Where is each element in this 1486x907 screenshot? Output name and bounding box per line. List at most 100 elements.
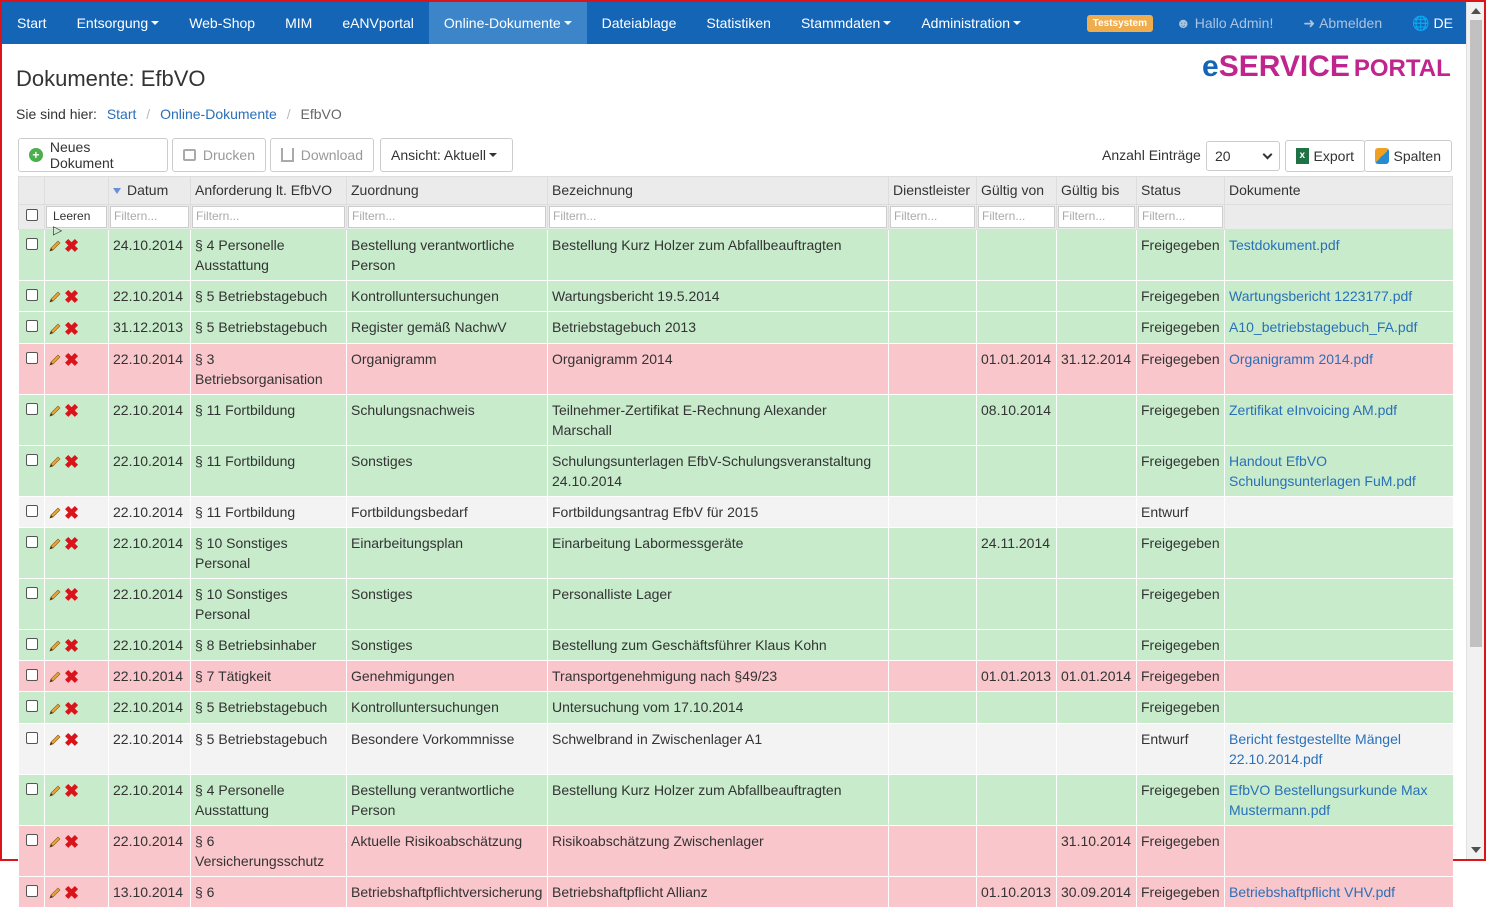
column-filter-input[interactable]: Filtern... (192, 206, 345, 228)
document-link[interactable]: Handout EfbVO Schulungsunterlagen FuM.pd… (1229, 452, 1416, 489)
delete-x-icon[interactable]: ✖ (64, 832, 80, 853)
column-filter-input[interactable]: Filtern... (1058, 206, 1135, 228)
table-row[interactable]: ✖ 22.10.2014 § 5 Betriebstagebuch Kontrollu… (18, 691, 1453, 724)
row-checkbox[interactable] (25, 700, 38, 713)
edit-pencil-icon[interactable] (49, 671, 61, 683)
table-row[interactable]: ✖ 22.10.2014 § 5 Betriebstagebuch Besondere… (18, 722, 1453, 775)
breadcrumb-online-dokumente-link[interactable]: Online-Dokumente (160, 106, 277, 122)
row-checkbox[interactable] (25, 320, 38, 333)
delete-x-icon[interactable]: ✖ (64, 667, 80, 688)
row-checkbox[interactable] (25, 289, 38, 301)
document-link[interactable]: Zertifikat eInvoicing AM.pdf (1229, 401, 1398, 418)
column-header[interactable]: Anforderung lt. EfbVO (190, 176, 347, 205)
row-checkbox[interactable] (25, 238, 38, 250)
row-checkbox[interactable] (25, 782, 38, 795)
document-link[interactable]: Wartungsbericht 1223177.pdf (1229, 288, 1413, 304)
table-row[interactable]: ✖ 22.10.2014 § 11 Fortbildung Schulungsnach… (18, 393, 1453, 446)
table-row[interactable]: ✖ 22.10.2014 § 10 Sonstiges Personal Sonsti… (18, 577, 1453, 630)
print-button[interactable]: Drucken (172, 138, 266, 172)
delete-x-icon[interactable]: ✖ (64, 287, 80, 308)
scroll-thumb[interactable] (1470, 20, 1482, 647)
select-all-checkbox[interactable] (25, 209, 38, 221)
table-row[interactable]: ✖ 24.10.2014 § 4 Personelle Ausstattung Bes… (18, 229, 1453, 281)
table-row[interactable]: ✖ 31.12.2013 § 5 Betriebstagebuch Register … (18, 311, 1453, 344)
table-row[interactable]: ✖ 22.10.2014 § 8 Betriebsinhaber Sonstiges B… (18, 628, 1453, 661)
user-greeting[interactable]: ☻ Hallo Admin! (1176, 15, 1274, 31)
column-header[interactable]: Bezeichnung (547, 176, 889, 205)
delete-x-icon[interactable]: ✖ (64, 502, 80, 523)
view-dropdown-button[interactable]: Ansicht: Aktuell (380, 138, 513, 172)
delete-x-icon[interactable]: ✖ (64, 349, 80, 370)
column-header[interactable]: Dokumente (1224, 176, 1453, 205)
document-link[interactable]: Organigramm 2014.pdf (1229, 350, 1373, 367)
row-checkbox[interactable] (25, 402, 38, 415)
edit-pencil-icon[interactable] (49, 354, 61, 366)
nav-item-web-shop[interactable]: Web-Shop (189, 15, 256, 31)
edit-pencil-icon[interactable] (49, 507, 61, 519)
delete-x-icon[interactable]: ✖ (64, 451, 80, 472)
edit-pencil-icon[interactable] (49, 405, 61, 417)
edit-pencil-icon[interactable] (49, 640, 61, 652)
table-row[interactable]: ✖ 13.10.2014 § 6 Betriebshaftpflichtversich… (18, 875, 1453, 907)
document-link[interactable]: Bericht festgestellte Mängel 22.10.2014.… (1229, 730, 1401, 767)
nav-item-online-dokumente[interactable]: Online-Dokumente (428, 2, 587, 44)
table-row[interactable]: ✖ 22.10.2014 § 11 Fortbildung Sonstiges Schu… (18, 444, 1453, 497)
nav-item-stammdaten[interactable]: Stammdaten (786, 2, 906, 44)
column-filter-input[interactable]: Filtern... (110, 206, 189, 228)
column-header[interactable]: Gültig von (976, 176, 1057, 205)
row-checkbox[interactable] (25, 535, 38, 548)
table-row[interactable]: ✖ 22.10.2014 § 5 Betriebstagebuch Kontrollu… (18, 279, 1453, 312)
delete-x-icon[interactable]: ✖ (64, 781, 80, 802)
document-link[interactable]: Testdokument.pdf (1229, 237, 1340, 253)
breadcrumb-start-link[interactable]: Start (106, 106, 137, 122)
row-checkbox[interactable] (25, 504, 38, 517)
new-document-button[interactable]: + Neues Dokument (18, 138, 168, 172)
delete-x-icon[interactable]: ✖ (64, 636, 80, 657)
delete-x-icon[interactable]: ✖ (64, 883, 80, 904)
document-link[interactable]: A10_betriebstagebuch_FA.pdf (1229, 319, 1418, 336)
nav-item-mim[interactable]: MIM (285, 15, 313, 31)
nav-item-administration[interactable]: Administration (906, 2, 1036, 44)
table-row[interactable]: ✖ 22.10.2014 § 7 Tätigkeit Genehmigungen Tra… (18, 660, 1453, 692)
edit-pencil-icon[interactable] (49, 785, 61, 797)
edit-pencil-icon[interactable] (49, 836, 61, 848)
export-button[interactable]: x Export (1285, 140, 1365, 172)
delete-x-icon[interactable]: ✖ (64, 534, 80, 555)
column-header[interactable]: Gültig bis (1056, 176, 1137, 205)
column-filter-input[interactable]: Filtern... (549, 206, 887, 228)
column-header[interactable]: Zuordnung (346, 176, 548, 205)
delete-x-icon[interactable]: ✖ (64, 236, 80, 257)
table-row[interactable]: ✖ 22.10.2014 § 4 Personelle Ausstattung Bes… (18, 773, 1453, 826)
row-checkbox[interactable] (25, 586, 38, 599)
language-selector[interactable]: 🌐 DE (1412, 14, 1453, 32)
scroll-up-arrow-icon[interactable] (1471, 8, 1481, 14)
download-button[interactable]: Download (270, 138, 374, 172)
nav-item-eanvportal[interactable]: eANVportal (342, 15, 414, 31)
column-header[interactable]: Dienstleister (888, 176, 977, 205)
delete-x-icon[interactable]: ✖ (64, 400, 80, 421)
table-row[interactable]: ✖ 22.10.2014 § 3 Betriebsorganisation Organ… (18, 342, 1453, 395)
table-row[interactable]: ✖ 22.10.2014 § 6 Versicherungsschutz Aktuel… (18, 824, 1453, 877)
nav-item-entsorgung[interactable]: Entsorgung (62, 2, 175, 44)
delete-x-icon[interactable]: ✖ (64, 730, 80, 751)
column-filter-input[interactable]: Filtern... (1138, 206, 1223, 228)
edit-pencil-icon[interactable] (49, 589, 61, 601)
column-header[interactable]: Status (1136, 176, 1225, 205)
columns-button[interactable]: Spalten (1364, 140, 1452, 172)
row-checkbox[interactable] (25, 453, 38, 466)
column-filter-input[interactable]: Filtern... (978, 206, 1055, 228)
edit-pencil-icon[interactable] (49, 323, 61, 335)
row-checkbox[interactable] (25, 637, 38, 650)
row-checkbox[interactable] (25, 351, 38, 364)
row-checkbox[interactable] (25, 884, 38, 897)
column-header[interactable]: Datum (108, 176, 191, 205)
edit-pencil-icon[interactable] (49, 734, 61, 746)
edit-pencil-icon[interactable] (49, 887, 61, 899)
vertical-scrollbar[interactable] (1466, 2, 1484, 859)
entries-count-select[interactable]: 20 (1206, 141, 1280, 171)
edit-pencil-icon[interactable] (49, 703, 61, 715)
nav-item-dateiablage[interactable]: Dateiablage (601, 15, 677, 31)
logout-link[interactable]: ➜ Abmelden (1303, 14, 1383, 32)
delete-x-icon[interactable]: ✖ (64, 585, 80, 606)
table-row[interactable]: ✖ 22.10.2014 § 10 Sonstiges Personal Einarb… (18, 526, 1453, 579)
